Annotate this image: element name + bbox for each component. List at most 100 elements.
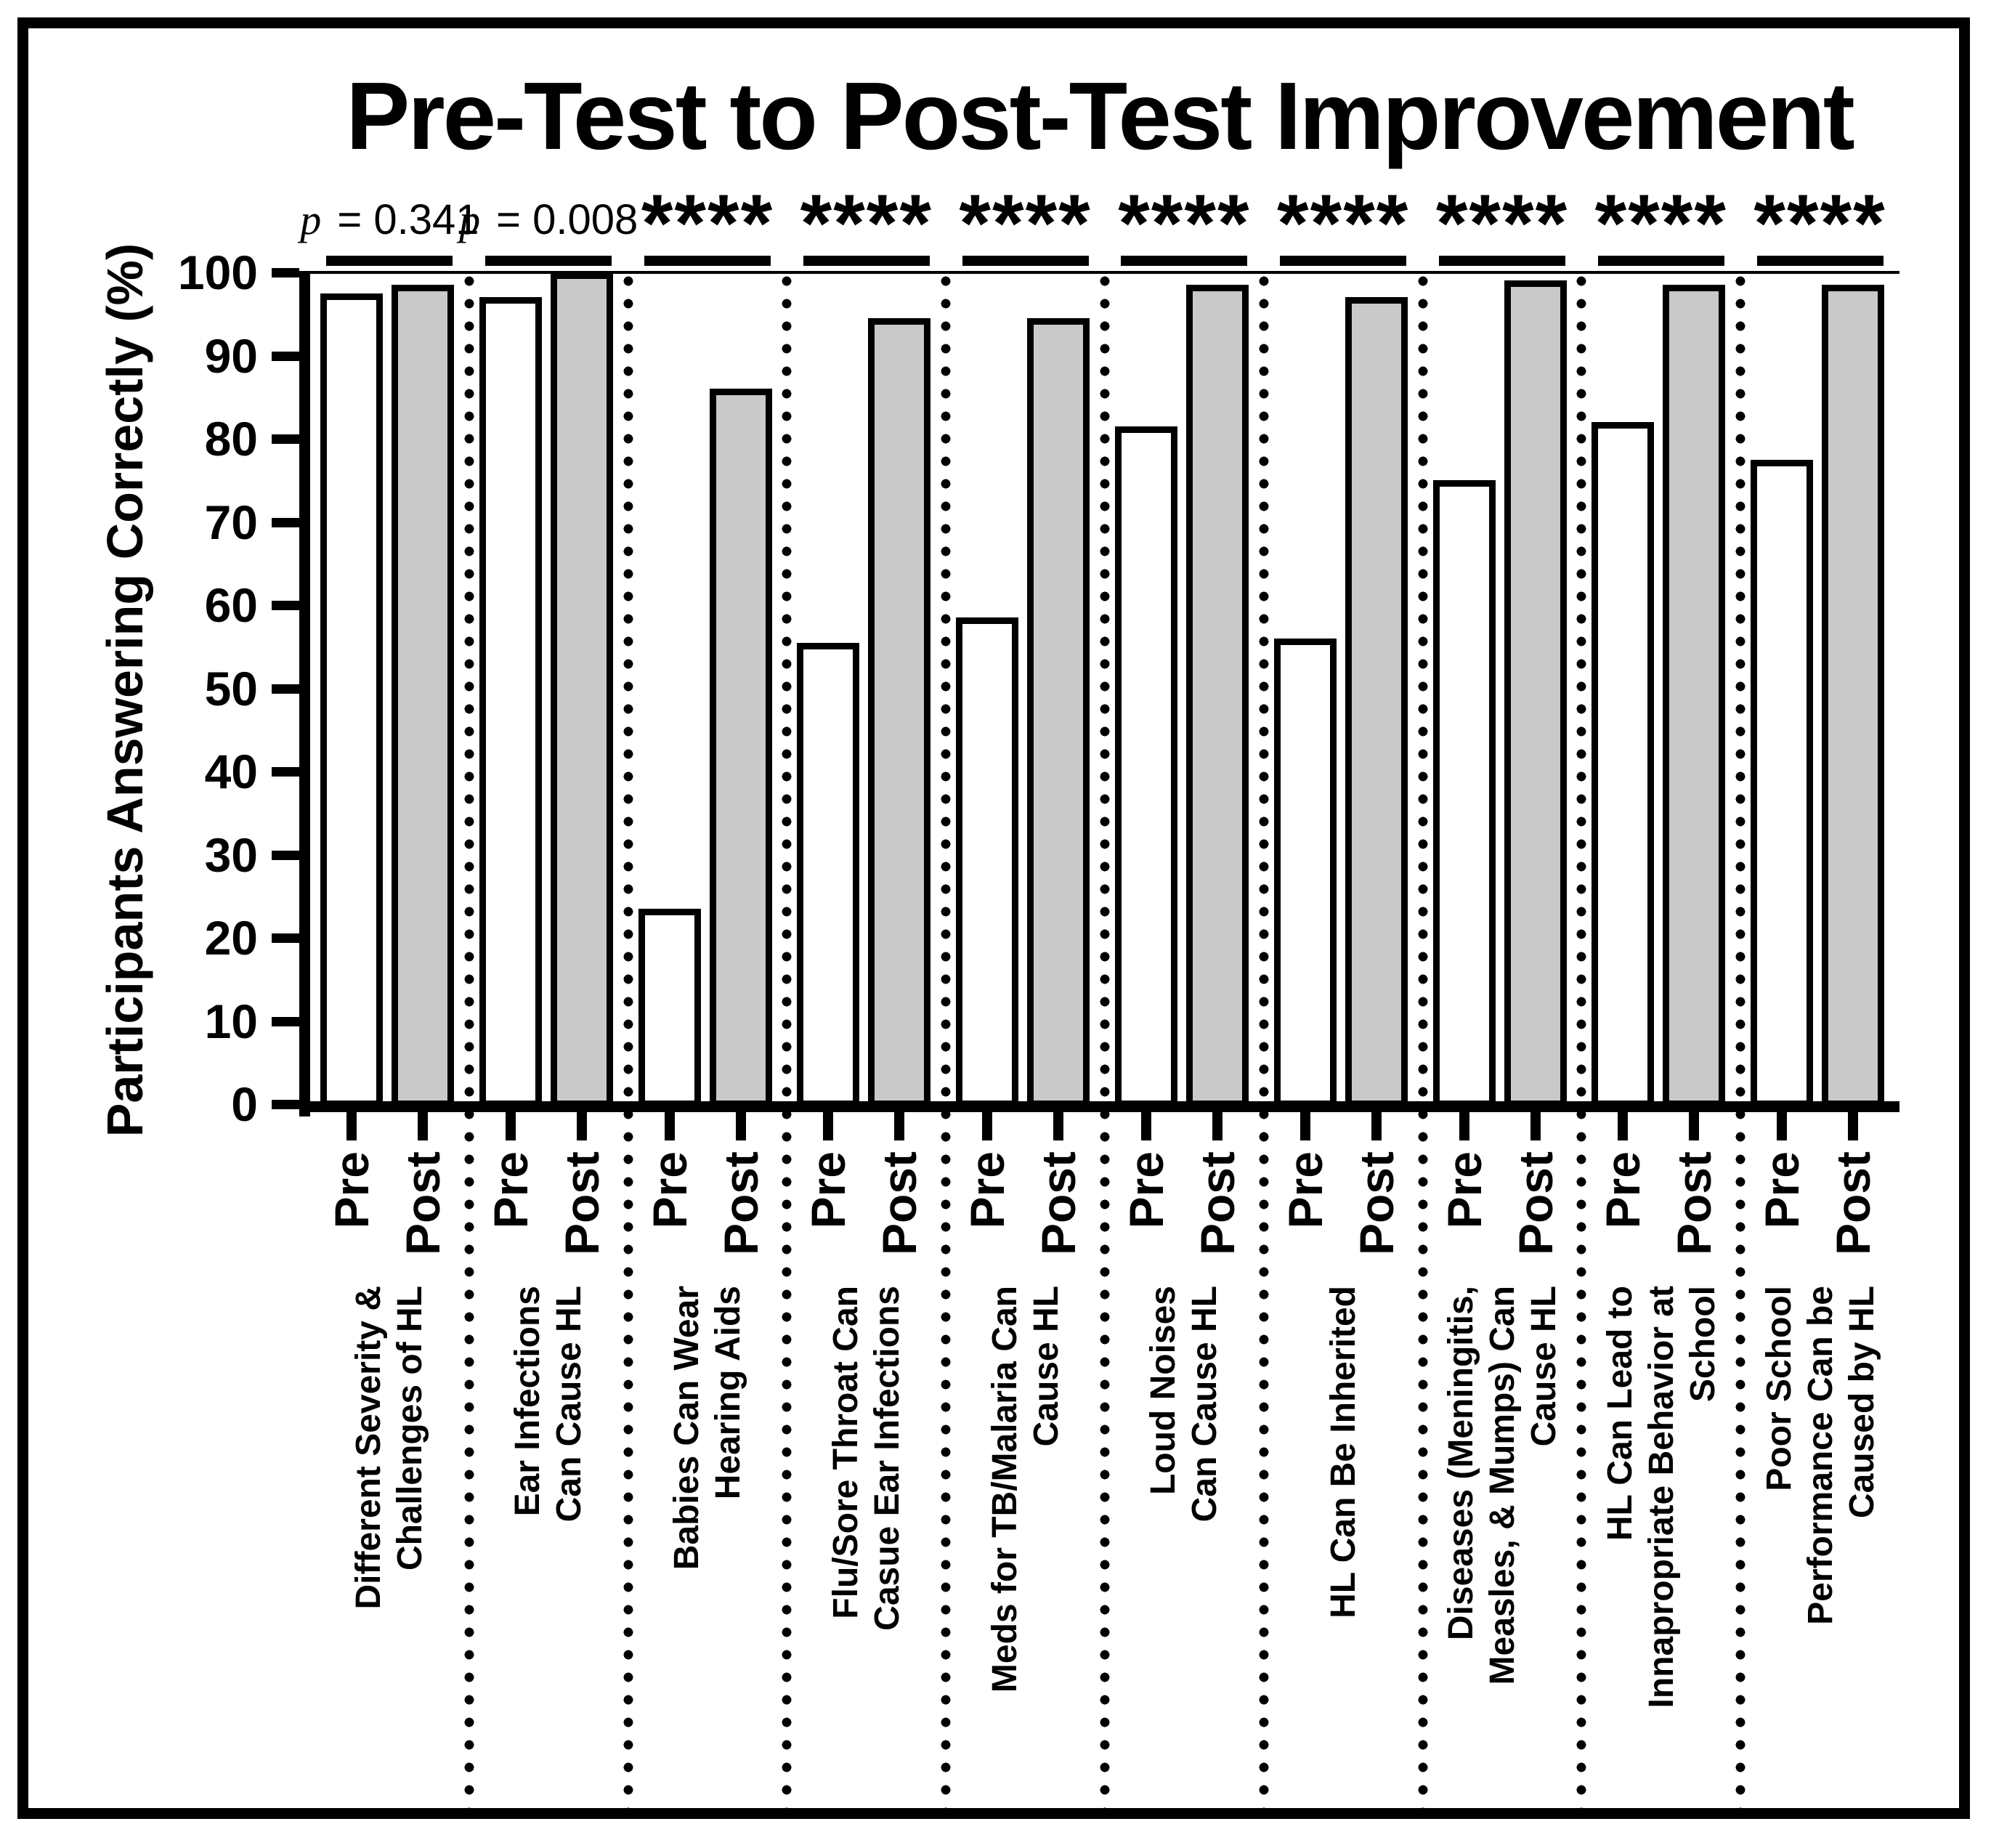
group-separator-dotted-line: [623, 275, 633, 1809]
group-separator-dotted-line: [1100, 275, 1110, 1809]
y-tick: [272, 850, 299, 860]
y-tick: [272, 268, 299, 277]
significance-bar: [1280, 256, 1407, 266]
y-tick: [272, 1016, 299, 1026]
category-label: Meds for TB/Malaria Can Cause HL: [985, 1286, 1066, 1693]
significance-stars: ****: [1594, 178, 1727, 269]
bar-pre: [1432, 480, 1496, 1107]
y-tick: [272, 517, 299, 527]
significance-bar: [1439, 256, 1565, 266]
category-label: Diseases (Meningitis, Measles, & Mumps) …: [1441, 1286, 1563, 1685]
bar-post: [868, 317, 931, 1107]
significance-bar: [326, 256, 453, 266]
bar-pre: [1115, 426, 1177, 1107]
top-100-line: [299, 271, 1899, 274]
category-label: Loud Noises Can Cause HL: [1144, 1286, 1225, 1523]
x-tick: [1212, 1111, 1222, 1140]
significance-bar: [803, 256, 930, 266]
y-tick-label: 60: [204, 578, 258, 632]
bar-post: [1186, 285, 1249, 1107]
category-label: HL Can Lead to Innapropriate Behavior at…: [1600, 1286, 1722, 1709]
y-tick: [272, 1100, 299, 1109]
y-tick: [272, 933, 299, 943]
bar-post: [1822, 285, 1885, 1107]
category-label: Different Severity & Challenges of HL: [349, 1286, 430, 1610]
bar-post: [1504, 280, 1567, 1107]
significance-stars: ****: [800, 178, 933, 269]
y-tick: [272, 767, 299, 777]
y-tick-label: 80: [204, 412, 258, 466]
chart-title: Pre-Test to Post-Test Improvement: [346, 62, 1855, 169]
x-tick: [1530, 1111, 1541, 1140]
y-tick-label: 0: [231, 1077, 258, 1131]
significance-bar: [962, 256, 1089, 266]
y-tick: [272, 434, 299, 444]
bar-post: [1027, 317, 1090, 1107]
x-tick: [1689, 1111, 1700, 1140]
significance-stars: ****: [1277, 178, 1410, 269]
y-tick-label: 40: [204, 745, 258, 798]
bar-pre: [320, 293, 383, 1107]
x-tick: [894, 1111, 905, 1140]
group-separator-dotted-line: [1735, 275, 1746, 1809]
group-separator-dotted-line: [463, 275, 474, 1809]
category-label: Poor School Performance Can be Caused by…: [1759, 1286, 1881, 1625]
x-tick: [1777, 1111, 1788, 1140]
bar-post: [550, 272, 613, 1107]
x-tick: [346, 1111, 357, 1140]
figure-border: [17, 17, 1970, 1819]
x-tick: [1848, 1111, 1859, 1140]
x-tick: [1618, 1111, 1629, 1140]
significance-stars: ****: [1435, 178, 1569, 269]
significance-bar: [485, 256, 612, 266]
significance-stars: ****: [1118, 178, 1251, 269]
significance-bar: [644, 256, 771, 266]
y-tick-label: 100: [177, 246, 258, 299]
category-label: HL Can Be Inherited: [1323, 1286, 1363, 1618]
y-tick: [272, 684, 299, 694]
category-label: Flu/Sore Throat Can Casue Ear Infections: [826, 1286, 907, 1631]
y-tick: [272, 601, 299, 610]
y-tick-label: 30: [204, 827, 258, 882]
category-label: Babies Can Wear Hearing Aids: [668, 1286, 747, 1571]
y-tick-label: 70: [204, 495, 258, 549]
x-tick: [418, 1111, 428, 1140]
category-label: Ear Infections Can Cause HL: [508, 1286, 589, 1523]
bar-pre: [1592, 422, 1655, 1107]
group-separator-dotted-line: [941, 275, 952, 1809]
x-tick: [1141, 1111, 1151, 1140]
significance-bar: [1597, 256, 1724, 266]
group-separator-dotted-line: [1417, 275, 1428, 1809]
y-tick-label: 90: [204, 328, 258, 383]
significance-bar: [1121, 256, 1248, 266]
bar-post: [392, 285, 454, 1107]
x-tick: [1371, 1111, 1382, 1140]
significance-stars: ****: [1753, 178, 1886, 269]
x-tick: [982, 1111, 993, 1140]
group-separator-dotted-line: [782, 275, 792, 1809]
significance-pvalue: p = 0.341: [300, 196, 479, 243]
bar-pre: [956, 617, 1019, 1107]
x-tick: [505, 1111, 516, 1140]
significance-bar: [1756, 256, 1884, 266]
y-tick-label: 20: [204, 911, 258, 965]
y-axis-spine: [299, 271, 310, 1116]
y-tick-label: 10: [204, 994, 258, 1048]
x-tick: [576, 1111, 587, 1140]
bar-post: [1663, 285, 1726, 1107]
group-separator-dotted-line: [1258, 275, 1269, 1809]
x-tick: [735, 1111, 746, 1140]
bar-pre: [1273, 638, 1337, 1107]
bar-pre: [797, 642, 860, 1107]
y-tick: [272, 351, 299, 361]
bar-post: [1345, 297, 1408, 1107]
bar-pre: [638, 908, 701, 1107]
x-tick: [823, 1111, 834, 1140]
bar-post: [709, 389, 772, 1107]
significance-pvalue: p = 0.008: [459, 196, 638, 243]
x-tick: [1053, 1111, 1064, 1140]
significance-stars: ****: [641, 178, 774, 269]
x-tick: [1459, 1111, 1469, 1140]
